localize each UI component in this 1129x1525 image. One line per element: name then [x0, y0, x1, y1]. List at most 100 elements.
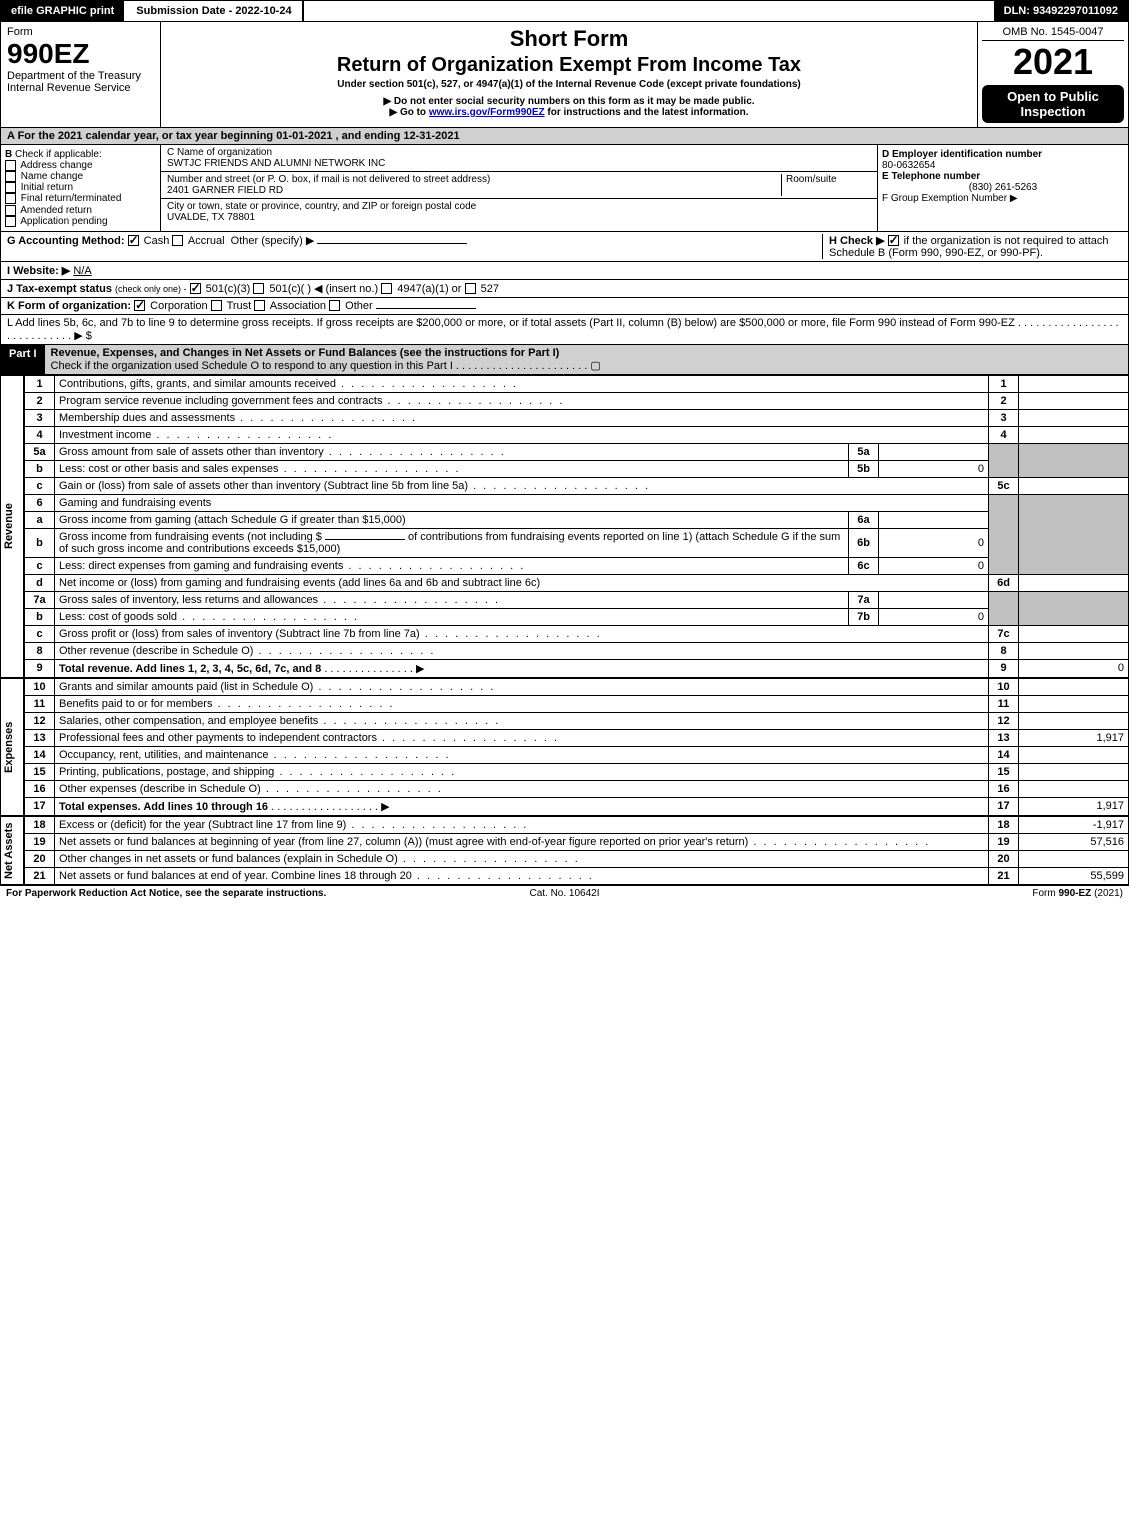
l5b: Less: cost or other basis and sales expe… [59, 463, 461, 475]
checkbox-h[interactable] [888, 235, 899, 246]
checkbox-501c3[interactable] [190, 283, 201, 294]
amt-13: 1,917 [1019, 729, 1129, 746]
k-other-input[interactable] [376, 308, 476, 309]
amt-6b: 0 [879, 528, 989, 557]
expenses-section: Expenses 10Grants and similar amounts pa… [0, 678, 1129, 816]
checkbox-association[interactable] [254, 300, 265, 311]
table-row: 3Membership dues and assessments3 [25, 409, 1129, 426]
l6b-input[interactable] [325, 539, 405, 540]
amt-15 [1019, 763, 1129, 780]
l13: Professional fees and other payments to … [59, 732, 559, 744]
table-row: 17Total expenses. Add lines 10 through 1… [25, 797, 1129, 815]
line-k: K Form of organization: Corporation Trus… [0, 298, 1129, 315]
l14: Occupancy, rent, utilities, and maintena… [59, 749, 451, 761]
amt-6c: 0 [879, 557, 989, 574]
amt-5c [1019, 477, 1129, 494]
org-ein: 80-0632654 [882, 160, 935, 171]
table-row: aGross income from gaming (attach Schedu… [25, 511, 1129, 528]
amt-3 [1019, 409, 1129, 426]
checkbox-amended-return[interactable] [5, 205, 16, 216]
ssn-warning: ▶ Do not enter social security numbers o… [165, 96, 973, 107]
table-row: 11Benefits paid to or for members11 [25, 695, 1129, 712]
line-i: I Website: ▶ N/A [0, 262, 1129, 280]
amt-6d [1019, 574, 1129, 591]
checkbox-trust[interactable] [211, 300, 222, 311]
i-value: N/A [73, 265, 91, 277]
table-row: 13Professional fees and other payments t… [25, 729, 1129, 746]
j-label: J Tax-exempt status [7, 283, 112, 295]
revenue-table: 1Contributions, gifts, grants, and simil… [24, 375, 1129, 678]
submission-date-button[interactable]: Submission Date - 2022-10-24 [126, 1, 303, 21]
table-row: 7aGross sales of inventory, less returns… [25, 591, 1129, 608]
amt-7b: 0 [879, 608, 989, 625]
c-street-label: Number and street (or P. O. box, if mail… [167, 174, 490, 185]
footer-right-pre: Form [1032, 888, 1058, 899]
checkbox-corporation[interactable] [134, 300, 145, 311]
checkbox-4947[interactable] [381, 283, 392, 294]
table-row: 6Gaming and fundraising events [25, 494, 1129, 511]
table-row: 18Excess or (deficit) for the year (Subt… [25, 816, 1129, 833]
part1-label: Part I [1, 345, 45, 374]
row-gh: G Accounting Method: Cash Accrual Other … [0, 232, 1129, 262]
checkbox-527[interactable] [465, 283, 476, 294]
checkbox-final-return[interactable] [5, 193, 16, 204]
footer-left: For Paperwork Reduction Act Notice, see … [6, 888, 378, 899]
checkbox-address-change[interactable] [5, 160, 16, 171]
c-name-label: C Name of organization [167, 147, 272, 158]
l5c: Gain or (loss) from sale of assets other… [59, 480, 650, 492]
footer-right-year: (2021) [1091, 888, 1123, 899]
table-row: 12Salaries, other compensation, and empl… [25, 712, 1129, 729]
d-ein-label: D Employer identification number [882, 149, 1042, 160]
expenses-table: 10Grants and similar amounts paid (list … [24, 678, 1129, 816]
b-item-4: Amended return [20, 205, 92, 216]
checkbox-other-org[interactable] [329, 300, 340, 311]
d-group-label: F Group Exemption Number ▶ [882, 193, 1018, 204]
l7a: Gross sales of inventory, less returns a… [59, 594, 500, 606]
amt-17: 1,917 [1019, 797, 1129, 815]
table-row: 2Program service revenue including gover… [25, 392, 1129, 409]
checkbox-accrual[interactable] [172, 235, 183, 246]
checkbox-initial-return[interactable] [5, 182, 16, 193]
l12: Salaries, other compensation, and employ… [59, 715, 500, 727]
amt-2 [1019, 392, 1129, 409]
line-h: H Check ▶ if the organization is not req… [822, 234, 1122, 259]
table-row: 21Net assets or fund balances at end of … [25, 867, 1129, 884]
l6d: Net income or (loss) from gaming and fun… [59, 577, 540, 589]
amt-6a [879, 511, 989, 528]
table-row: 4Investment income4 [25, 426, 1129, 443]
l18: Excess or (deficit) for the year (Subtra… [59, 819, 528, 831]
j-sub: (check only one) - [115, 284, 187, 294]
l5a: Gross amount from sale of assets other t… [59, 446, 506, 458]
l20: Other changes in net assets or fund bala… [59, 853, 580, 865]
checkbox-application-pending[interactable] [5, 216, 16, 227]
part1-title: Revenue, Expenses, and Changes in Net As… [51, 347, 560, 359]
checkbox-501c[interactable] [253, 283, 264, 294]
efile-print-button[interactable]: efile GRAPHIC print [1, 1, 126, 21]
irs-link[interactable]: www.irs.gov/Form990EZ [429, 107, 545, 118]
col-c: C Name of organization SWTJC FRIENDS AND… [161, 145, 878, 231]
amt-11 [1019, 695, 1129, 712]
table-row: cGain or (loss) from sale of assets othe… [25, 477, 1129, 494]
k-opt-1: Trust [227, 300, 252, 312]
l19: Net assets or fund balances at beginning… [59, 836, 930, 848]
checkbox-name-change[interactable] [5, 171, 16, 182]
table-row: 20Other changes in net assets or fund ba… [25, 850, 1129, 867]
expenses-vertical-label: Expenses [0, 678, 24, 816]
l4: Investment income [59, 429, 333, 441]
l9: Total revenue. Add lines 1, 2, 3, 4, 5c,… [59, 663, 321, 675]
g-other-input[interactable] [317, 243, 467, 244]
d-phone-label: E Telephone number [882, 171, 980, 182]
c-city-row: City or town, state or province, country… [161, 199, 877, 225]
netassets-section: Net Assets 18Excess or (deficit) for the… [0, 816, 1129, 885]
amt-5a [879, 443, 989, 460]
l6b1: Gross income from fundraising events (no… [59, 531, 322, 543]
org-name: SWTJC FRIENDS AND ALUMNI NETWORK INC [167, 158, 385, 169]
goto-post: for instructions and the latest informat… [545, 107, 749, 118]
l7b: Less: cost of goods sold [59, 611, 359, 623]
l17: Total expenses. Add lines 10 through 16 [59, 801, 268, 813]
l8: Other revenue (describe in Schedule O) [59, 645, 435, 657]
table-row: 15Printing, publications, postage, and s… [25, 763, 1129, 780]
j-opt1: 501(c)(3) [206, 283, 251, 295]
org-phone: (830) 261-5263 [882, 182, 1124, 193]
checkbox-cash[interactable] [128, 235, 139, 246]
